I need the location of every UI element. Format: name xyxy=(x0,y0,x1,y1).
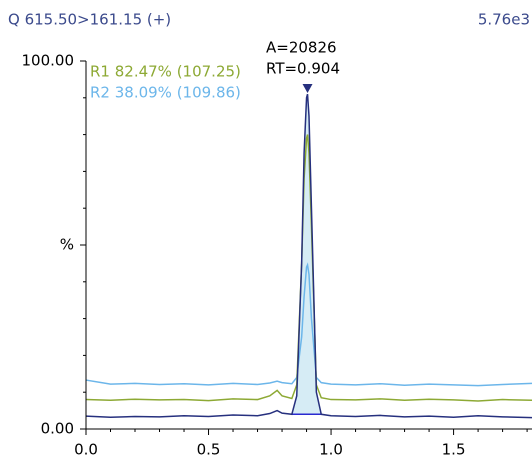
x-tick-label: 0.0 xyxy=(74,441,98,459)
legend-entry: R1 82.47% (107.25) xyxy=(90,63,241,81)
scale-label: 5.76e3 xyxy=(478,11,530,29)
x-tick-label: 0.5 xyxy=(197,441,221,459)
series-line xyxy=(85,262,532,387)
y-tick-label: % xyxy=(60,236,74,254)
x-tick-label: 1.0 xyxy=(319,441,343,459)
peak-marker xyxy=(302,84,313,93)
series-line xyxy=(85,134,532,402)
peak-rt-label: RT=0.904 xyxy=(266,60,340,78)
y-tick-label: 100.00 xyxy=(22,52,75,70)
x-tick-label: 1.5 xyxy=(442,441,466,459)
series-line xyxy=(85,93,532,419)
legend-entry: R2 38.09% (109.86) xyxy=(90,84,241,102)
chart-title: Q 615.50>161.15 (+) xyxy=(8,11,171,29)
y-tick-label: 0.00 xyxy=(41,420,74,438)
peak-area-label: A=20826 xyxy=(266,39,337,57)
